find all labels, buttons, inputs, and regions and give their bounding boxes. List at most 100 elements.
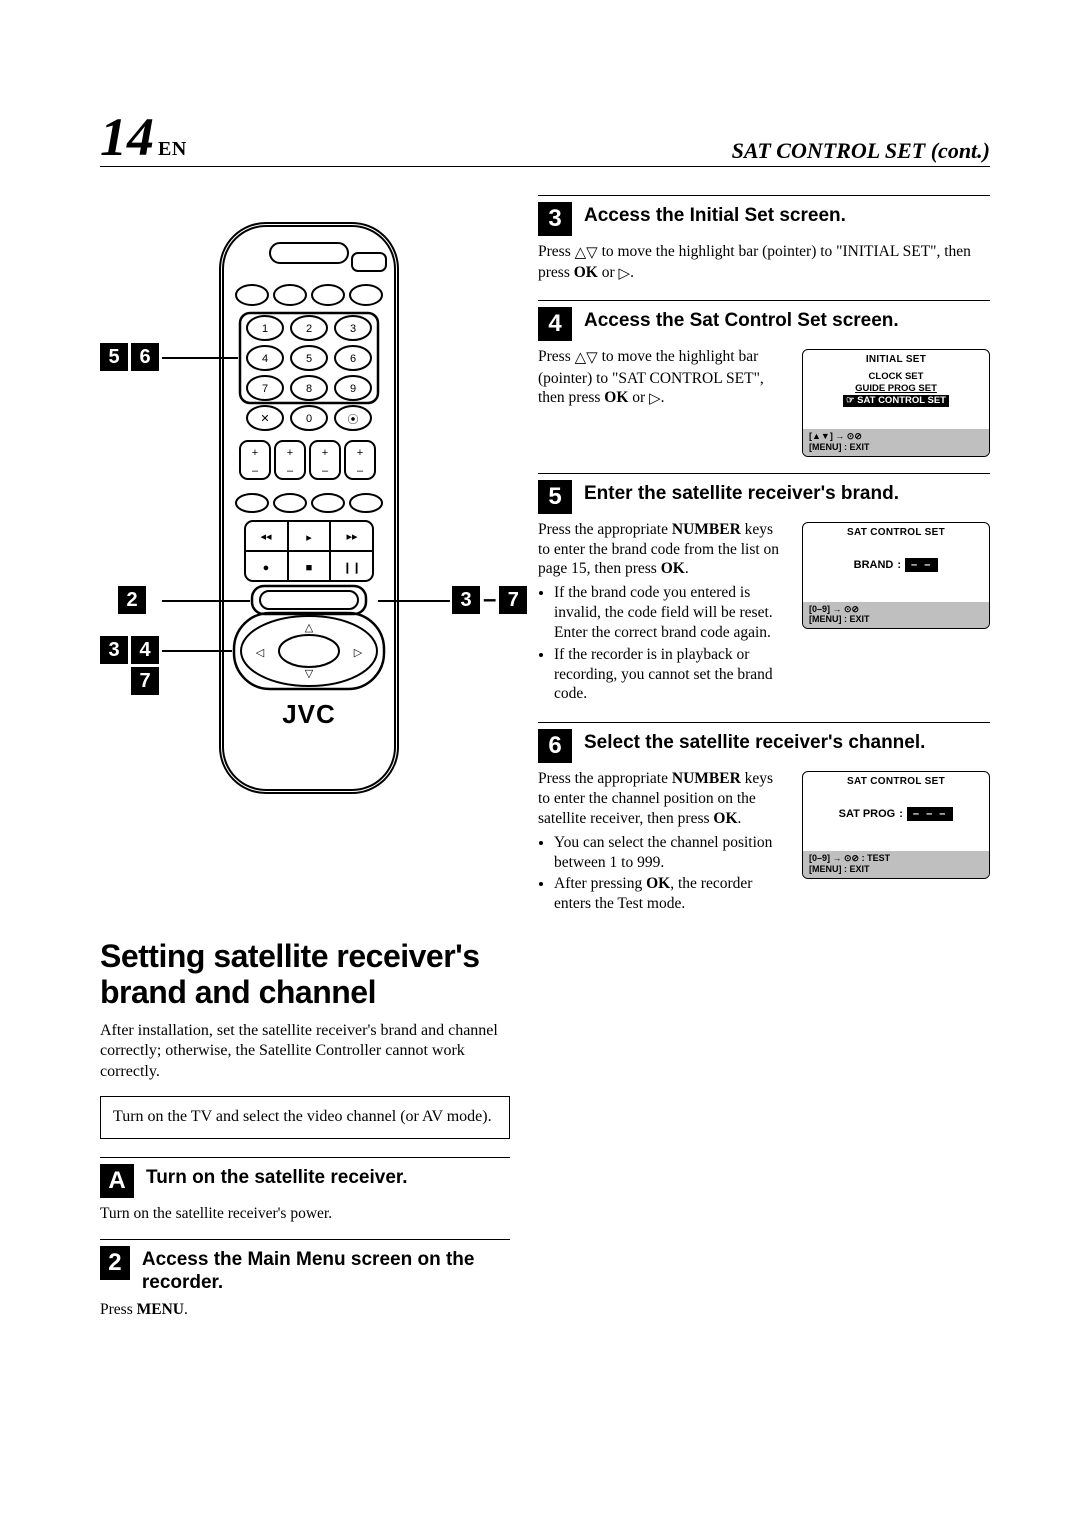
osd-value: – – <box>905 558 938 572</box>
osd-footer: [▲▼] → ⊙⊘ [MENU] : EXIT <box>803 429 989 456</box>
step-title: Enter the satellite receiver's brand. <box>584 480 899 505</box>
callout-nav-b: 7 <box>131 667 159 695</box>
callout-keypad: 5 6 <box>100 343 159 371</box>
step-title: Access the Main Menu screen on the recor… <box>142 1246 510 1294</box>
note-box: Turn on the TV and select the video chan… <box>100 1096 510 1138</box>
step-body: Press the appropriate NUMBER keys to ent… <box>538 770 773 827</box>
page-number-block: 14EN <box>100 110 187 164</box>
svg-text:–: – <box>252 465 259 477</box>
svg-text:⦿: ⦿ <box>348 413 359 426</box>
page-header: 14EN SAT CONTROL SET (cont.) <box>100 110 990 167</box>
step-1: A Turn on the satellite receiver. Turn o… <box>100 1157 510 1224</box>
osd-footer: [0–9] → ⊙⊘ : TEST [MENU] : EXIT <box>803 851 989 878</box>
step-bullets: If the brand code you entered is invalid… <box>538 583 786 704</box>
osd-title: INITIAL SET <box>803 350 989 369</box>
intro-text: After installation, set the satellite re… <box>100 1021 510 1082</box>
step-chip: 4 <box>131 636 159 664</box>
step-5: 5 Enter the satellite receiver's brand. … <box>538 473 990 706</box>
callout-menu: 2 <box>118 586 146 614</box>
osd-item-highlighted: ☞ SAT CONTROL SET <box>843 395 949 407</box>
osd-brand: SAT CONTROL SET BRAND : – – [0–9] → ⊙⊘ [… <box>802 522 990 629</box>
page-number: 14 <box>100 107 154 167</box>
osd-satprog: SAT CONTROL SET SAT PROG : – – – [0–9] →… <box>802 771 990 878</box>
svg-text:◂◂: ◂◂ <box>260 531 272 543</box>
svg-text:8: 8 <box>306 383 312 395</box>
step-chip: 5 <box>100 343 128 371</box>
bullet: You can select the channel position betw… <box>554 833 786 873</box>
svg-text:0: 0 <box>306 413 312 425</box>
svg-text:4: 4 <box>262 353 268 365</box>
svg-text:2: 2 <box>306 323 312 335</box>
svg-text:3: 3 <box>350 323 356 335</box>
step-badge: 4 <box>538 307 572 341</box>
svg-text:+: + <box>322 447 328 459</box>
bullet: After pressing OK, the recorder enters t… <box>554 874 786 914</box>
svg-text:❙❙: ❙❙ <box>343 562 361 574</box>
brand-logo: JVC <box>282 699 336 729</box>
callout-menu-right: 3 – 7 <box>452 586 527 614</box>
step-badge: 6 <box>538 729 572 763</box>
step-body: Press the appropriate NUMBER keys to ent… <box>538 521 779 578</box>
svg-text:◁: ◁ <box>256 647 265 659</box>
svg-text:▸▸: ▸▸ <box>346 531 358 543</box>
osd-item: CLOCK SET <box>811 371 981 383</box>
step-title: Turn on the satellite receiver. <box>146 1164 408 1189</box>
step-3: 3 Access the Initial Set screen. Press △… <box>538 195 990 284</box>
step-title: Access the Initial Set screen. <box>584 202 846 227</box>
right-column: 3 Access the Initial Set screen. Press △… <box>538 195 990 1320</box>
svg-text:+: + <box>252 447 258 459</box>
svg-text:–: – <box>287 465 294 477</box>
svg-text:▸: ▸ <box>306 532 312 544</box>
svg-text:▽: ▽ <box>305 668 314 680</box>
svg-text:▷: ▷ <box>354 647 363 659</box>
osd-footer: [0–9] → ⊙⊘ [MENU] : EXIT <box>803 602 989 629</box>
step-body: Turn on the satellite receiver's power. <box>100 1204 510 1224</box>
svg-text:■: ■ <box>306 562 313 574</box>
osd-title: SAT CONTROL SET <box>803 772 989 791</box>
step-body: Press MENU. <box>100 1300 510 1320</box>
step-bullets: You can select the channel position betw… <box>538 833 786 914</box>
step-6: 6 Select the satellite receiver's channe… <box>538 722 990 916</box>
svg-text:–: – <box>357 465 364 477</box>
osd-value: – – – <box>907 807 953 821</box>
step-badge: 3 <box>538 202 572 236</box>
step-chip: 7 <box>499 586 527 614</box>
step-chip: 2 <box>118 586 146 614</box>
svg-text:9: 9 <box>350 383 356 395</box>
svg-text:1: 1 <box>262 323 268 335</box>
svg-text:+: + <box>287 447 293 459</box>
step-title: Access the Sat Control Set screen. <box>584 307 899 332</box>
svg-text:7: 7 <box>262 383 268 395</box>
svg-text:–: – <box>322 465 329 477</box>
osd-label: SAT PROG <box>839 807 896 821</box>
step-chip: 7 <box>131 667 159 695</box>
svg-text:●: ● <box>263 562 270 574</box>
svg-text:+: + <box>357 447 363 459</box>
bullet: If the recorder is in playback or record… <box>554 645 786 704</box>
dash: – <box>483 586 496 614</box>
step-badge: A <box>100 1164 134 1198</box>
svg-text:△: △ <box>305 622 314 634</box>
remote-diagram: 123 456 789 ✕0⦿ ++++ –––– ◂◂▸▸▸ ●■❙❙ △▽ … <box>100 213 510 893</box>
osd-label: BRAND <box>854 558 894 572</box>
svg-text:6: 6 <box>350 353 356 365</box>
callout-nav-a: 3 4 <box>100 636 159 664</box>
osd-initial-set: INITIAL SET CLOCK SET GUIDE PROG SET ☞ S… <box>802 349 990 456</box>
step-chip: 3 <box>100 636 128 664</box>
svg-text:✕: ✕ <box>260 413 269 425</box>
bullet: If the brand code you entered is invalid… <box>554 583 786 642</box>
step-chip: 6 <box>131 343 159 371</box>
step-body: Press △▽ to move the highlight bar (poin… <box>538 347 786 409</box>
step-2: 2 Access the Main Menu screen on the rec… <box>100 1239 510 1320</box>
step-chip: 3 <box>452 586 480 614</box>
step-body: Press △▽ to move the highlight bar (poin… <box>538 242 990 284</box>
step-badge: 5 <box>538 480 572 514</box>
osd-item: GUIDE PROG SET <box>811 383 981 395</box>
step-4: 4 Access the Sat Control Set screen. Pre… <box>538 300 990 456</box>
step-title: Select the satellite receiver's channel. <box>584 729 925 754</box>
left-column: 123 456 789 ✕0⦿ ++++ –––– ◂◂▸▸▸ ●■❙❙ △▽ … <box>100 195 510 1320</box>
section-title: SAT CONTROL SET (cont.) <box>732 138 990 164</box>
main-heading: Setting satellite receiver's brand and c… <box>100 939 510 1011</box>
step-badge: 2 <box>100 1246 130 1280</box>
page-language: EN <box>158 138 187 160</box>
